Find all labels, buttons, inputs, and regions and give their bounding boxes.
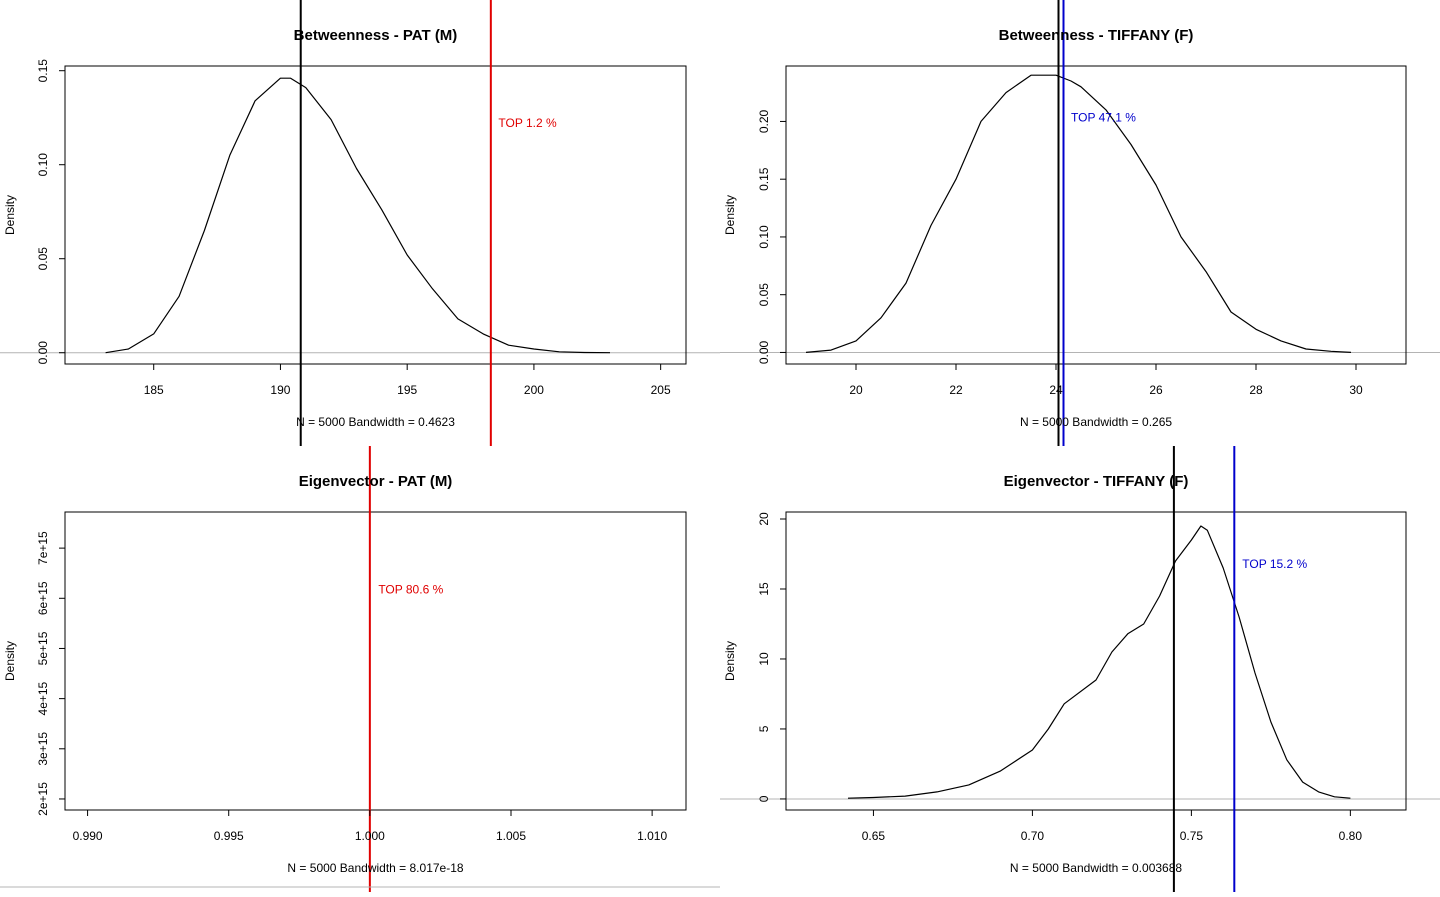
y-axis-label: Density: [3, 641, 17, 681]
chart-title: Eigenvector - PAT (M): [299, 473, 453, 490]
y-tick-label: 5: [757, 725, 771, 732]
y-axis: 2e+15 3e+15 4e+15 5e+15 6e+15 7e+15: [36, 531, 65, 816]
x-tick-label: 195: [397, 383, 417, 397]
y-axis-label: Density: [723, 641, 737, 681]
plot-frame: [64, 65, 687, 365]
y-tick-label: 6e+15: [36, 581, 50, 615]
y-tick-label: 0.05: [36, 247, 50, 271]
x-axis: 0.990 0.995 1.000 1.005 1.010: [73, 810, 667, 843]
x-axis: 0.65 0.70 0.75 0.80: [862, 810, 1363, 843]
x-tick-label: 30: [1349, 383, 1363, 397]
chart-panel-4: 0.65 0.70 0.75 0.80 0 5 10 15 20 Eigenvector - TI…: [720, 446, 1440, 892]
y-axis: 0.00 0.05 0.10 0.15: [36, 59, 65, 365]
density-curve-1: [847, 525, 1351, 799]
x-tick-label: 0.995: [214, 829, 244, 843]
chart-panel-2: 20 22 24 26 28 30 0.00 0.05 0.10 0.15 0.20 Betweenn…: [720, 0, 1440, 446]
chart-title: Betweenness - PAT (M): [294, 27, 458, 44]
x-tick-label: 185: [144, 383, 164, 397]
chart-panel-3: 0.990 0.995 1.000 1.005 1.010 2e+15 3e+15 4e+15…: [3, 446, 687, 892]
top-percent-annotation: TOP 47.1 %: [1071, 110, 1136, 124]
y-tick-label: 0.00: [36, 341, 50, 365]
y-tick-label: 4e+15: [36, 681, 50, 715]
x-tick-label: 1.005: [496, 829, 526, 843]
y-tick-label: 20: [757, 512, 771, 526]
x-axis-label: N = 5000 Bandwidth = 0.265: [1020, 415, 1172, 429]
chart-title: Betweenness - TIFFANY (F): [999, 27, 1194, 44]
x-tick-label: 24: [1049, 383, 1063, 397]
y-tick-label: 10: [757, 652, 771, 666]
y-axis-label: Density: [723, 195, 737, 235]
x-tick-label: 1.000: [355, 829, 385, 843]
density-curve-1: [805, 74, 1352, 353]
plot-frame: [785, 511, 1407, 811]
x-axis-label: N = 5000 Bandwidth = 0.4623: [296, 415, 455, 429]
top-percent-annotation: TOP 80.6 %: [378, 582, 443, 596]
y-axis: 0 5 10 15 20: [757, 512, 786, 802]
plot-frame: [64, 511, 687, 811]
plot-frame: [785, 65, 1407, 365]
y-tick-label: 0.00: [757, 340, 771, 364]
x-axis: 185 190 195 200 205: [144, 364, 671, 397]
x-tick-label: 0.80: [1339, 829, 1363, 843]
y-tick-label: 0: [757, 795, 771, 802]
y-tick-label: 3e+15: [36, 732, 50, 766]
y-axis-label: Density: [3, 195, 17, 235]
y-tick-label: 0.10: [36, 153, 50, 177]
x-tick-label: 0.990: [73, 829, 103, 843]
y-tick-label: 0.05: [757, 283, 771, 307]
x-tick-label: 20: [849, 383, 863, 397]
top-percent-annotation: TOP 1.2 %: [498, 116, 557, 130]
y-tick-label: 5e+15: [36, 631, 50, 665]
top-percent-annotation: TOP 15.2 %: [1242, 557, 1307, 571]
x-tick-label: 26: [1149, 383, 1163, 397]
y-axis: 0.00 0.05 0.10 0.15 0.20: [757, 109, 786, 364]
x-tick-label: 200: [524, 383, 544, 397]
x-tick-label: 0.70: [1021, 829, 1045, 843]
y-tick-label: 0.10: [757, 225, 771, 249]
y-tick-label: 0.20: [757, 109, 771, 133]
x-tick-label: 28: [1249, 383, 1263, 397]
x-axis: 20 22 24 26 28 30: [849, 364, 1363, 397]
chart-panel-1: 185 190 195 200 205 0.00 0.05 0.10 0.15 Betweenne…: [0, 0, 720, 446]
x-axis-label: N = 5000 Bandwidth = 0.003688: [1010, 861, 1182, 875]
x-tick-label: 190: [270, 383, 290, 397]
x-axis-label: N = 5000 Bandwidth = 8.017e-18: [287, 861, 463, 875]
x-tick-label: 1.010: [637, 829, 667, 843]
y-tick-label: 15: [757, 582, 771, 596]
y-tick-label: 0.15: [36, 59, 50, 83]
x-tick-label: 22: [949, 383, 963, 397]
x-tick-label: 0.65: [862, 829, 886, 843]
y-tick-label: 0.15: [757, 167, 771, 191]
y-tick-label: 7e+15: [36, 531, 50, 565]
x-tick-label: 205: [651, 383, 671, 397]
x-tick-label: 0.75: [1180, 829, 1204, 843]
density-curve-1: [105, 77, 611, 354]
y-tick-label: 2e+15: [36, 782, 50, 816]
chart-title: Eigenvector - TIFFANY (F): [1004, 473, 1189, 490]
